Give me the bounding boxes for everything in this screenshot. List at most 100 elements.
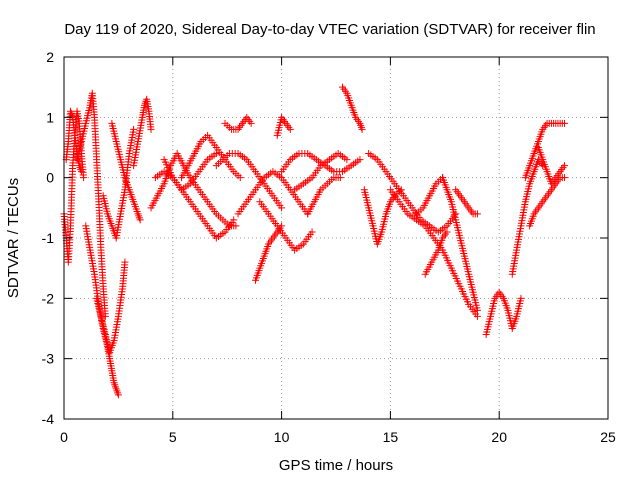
- data-point-run: [113, 140, 124, 161]
- data-point-run: [192, 140, 204, 155]
- data-point-run: [440, 230, 450, 240]
- data-point: [517, 294, 525, 302]
- data-point-run: [527, 152, 537, 167]
- data-point-run: [509, 249, 520, 276]
- x-tick-label: 0: [60, 429, 68, 445]
- data-point-run: [323, 163, 336, 174]
- data-point-run: [236, 121, 245, 131]
- data-point-run: [536, 200, 545, 210]
- data-point: [308, 228, 316, 236]
- data-point-run: [126, 188, 137, 203]
- data-point-run: [119, 261, 129, 288]
- data-point-run: [174, 152, 186, 167]
- x-tick-label: 10: [274, 429, 290, 445]
- data-point: [278, 204, 286, 212]
- data-point-run: [553, 170, 563, 180]
- data-point-run: [312, 188, 323, 203]
- data-point-run: [262, 182, 275, 197]
- data-point-run: [440, 249, 454, 270]
- data-point-run: [76, 164, 85, 174]
- data-point-run: [549, 176, 558, 186]
- series-arc-ad: [482, 288, 525, 339]
- data-point-run: [461, 255, 472, 276]
- axis-ticks: 0 5 10 15 20 25 -4 -3 -2 -1 0 1 2: [42, 49, 616, 445]
- data-point: [560, 162, 568, 170]
- series-arc-i: [147, 150, 240, 230]
- data-point-run: [406, 211, 418, 222]
- data-point: [77, 168, 85, 176]
- data-point: [212, 150, 220, 158]
- data-point-run: [271, 194, 284, 209]
- data-point-run: [392, 182, 406, 197]
- data-point-run: [141, 97, 150, 107]
- data-point-run: [344, 92, 354, 107]
- data-point-run: [113, 387, 122, 397]
- series-arc-k: [160, 150, 220, 194]
- data-point-run: [148, 194, 160, 209]
- data-point-run: [383, 200, 394, 215]
- data-point-run: [155, 182, 167, 197]
- data-point-run: [540, 158, 550, 173]
- data-point-run: [199, 133, 209, 143]
- data-point-run: [328, 151, 340, 162]
- data-point-run: [423, 261, 434, 276]
- data-point-run: [288, 188, 301, 203]
- y-tick-label: -3: [42, 351, 55, 367]
- series-arc-t: [291, 150, 351, 194]
- data-point-run: [332, 174, 342, 182]
- data-point-run: [258, 200, 271, 215]
- data-point-run: [462, 200, 471, 210]
- data-point-run: [223, 218, 236, 234]
- data-point-run: [262, 169, 275, 180]
- series-arc-x: [365, 150, 460, 236]
- data-point-run: [365, 206, 376, 227]
- data-point-run: [279, 158, 293, 173]
- data-point-run: [279, 176, 293, 191]
- data-point-run: [361, 188, 372, 209]
- x-tick-label: 5: [169, 429, 177, 445]
- data-point-run: [107, 339, 117, 354]
- series-arc-n: [212, 150, 286, 212]
- data-point: [343, 156, 351, 164]
- series-arc-aa: [421, 228, 451, 278]
- data-point-run: [185, 152, 197, 167]
- y-tick-label: 0: [46, 170, 54, 186]
- data-point-run: [161, 158, 176, 179]
- series-arc-z: [413, 174, 447, 218]
- data-point-run: [270, 230, 280, 240]
- data-point-run: [188, 170, 201, 185]
- chart-title: Day 119 of 2020, Sidereal Day-to-day VTE…: [64, 21, 595, 38]
- data-point-run: [108, 122, 120, 143]
- data-point-run: [325, 176, 336, 186]
- y-tick-label: -4: [42, 411, 55, 427]
- data-point-run: [319, 157, 331, 168]
- data-point-run: [444, 188, 454, 203]
- data-point: [358, 125, 366, 133]
- data-point-run: [171, 176, 184, 191]
- data-point-run: [483, 315, 494, 336]
- data-point: [80, 174, 88, 182]
- data-point-run: [111, 315, 122, 342]
- data-point-run: [293, 242, 305, 253]
- series-arc-d: [82, 222, 122, 399]
- data-point-run: [245, 158, 258, 173]
- series-arc-ab: [439, 174, 481, 314]
- data-point-run: [357, 121, 365, 131]
- data-point-run: [197, 158, 210, 173]
- data-point-run: [266, 212, 280, 228]
- data-point-run: [393, 188, 403, 198]
- series-arc-c: [73, 89, 109, 320]
- series-arc-ac: [452, 186, 481, 218]
- data-point-run: [117, 188, 128, 215]
- data-point: [560, 119, 568, 127]
- data-point-run: [535, 128, 546, 143]
- data-point-run: [78, 122, 89, 143]
- data-point-run: [298, 150, 309, 158]
- series-arc-a: [60, 107, 88, 266]
- data-point-run: [553, 176, 563, 186]
- data-point-run: [306, 151, 318, 162]
- data-point-run: [188, 200, 201, 215]
- data-point-run: [457, 194, 467, 204]
- data-point-run: [348, 104, 359, 119]
- data-point-run: [106, 357, 115, 372]
